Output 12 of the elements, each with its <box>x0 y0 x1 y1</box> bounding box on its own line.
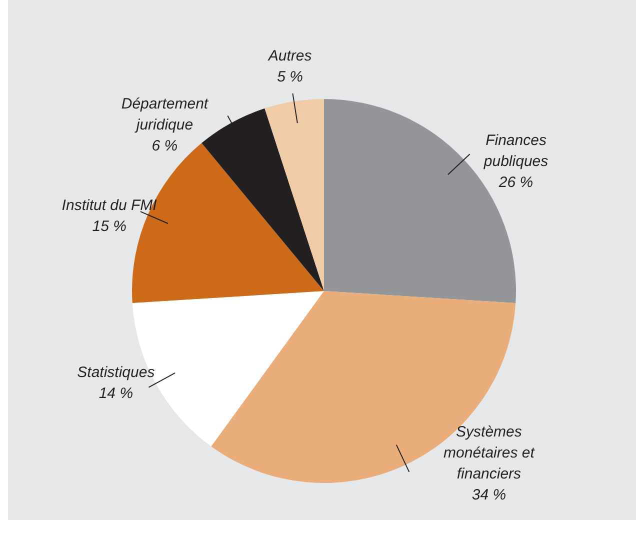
pie-slice <box>264 99 324 291</box>
slice-label: Département juridique <box>121 96 209 134</box>
slice-label: Systèmes monétaires et financiers <box>444 423 536 482</box>
data-label: 5 % <box>277 68 303 86</box>
data-label: 14 % <box>98 385 134 402</box>
data-label: 34 % <box>472 486 506 504</box>
data-label: 26 % <box>498 174 534 191</box>
data-label: 6 % <box>152 138 178 154</box>
slice-label: Statistiques <box>77 364 156 382</box>
data-label: 15 % <box>92 218 126 236</box>
slice-label: Finances publiques <box>482 132 549 170</box>
slice-label: Autres <box>267 48 312 65</box>
